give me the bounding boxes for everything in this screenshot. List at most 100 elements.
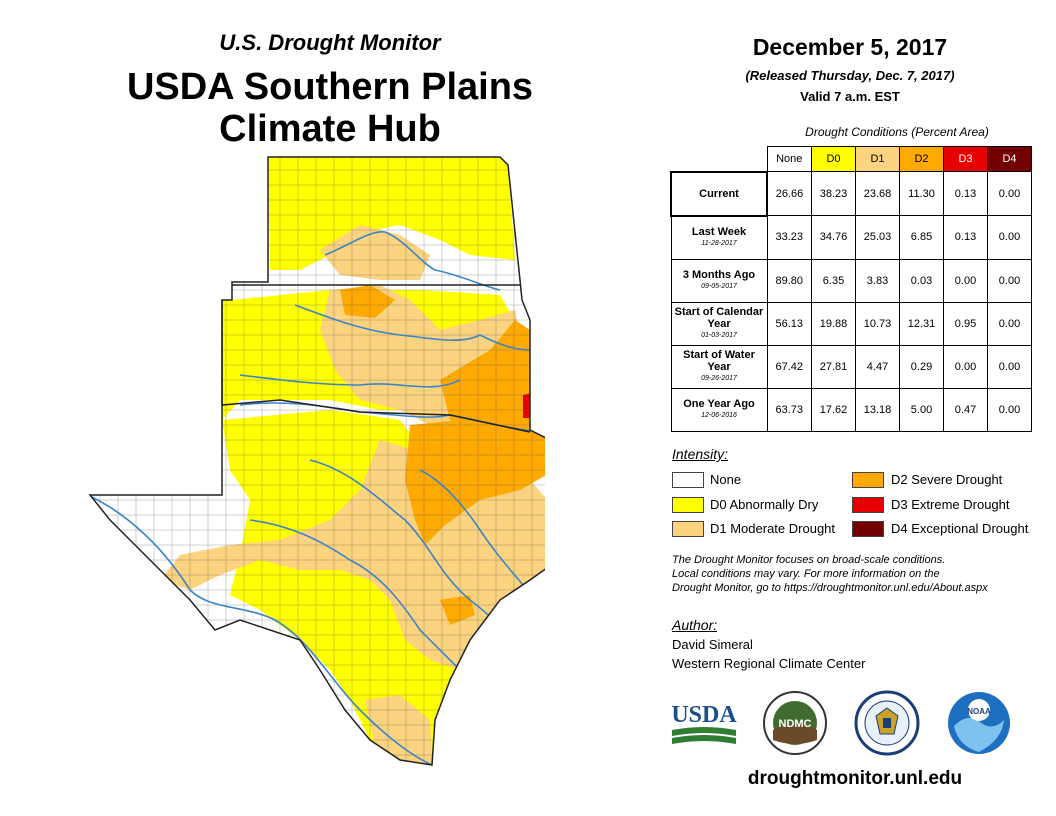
cell-value: 26.66	[766, 171, 812, 216]
cell-value: 0.00	[987, 171, 1032, 216]
author-org: Western Regional Climate Center	[672, 656, 866, 671]
legend-label-d3: D3 Extreme Drought	[891, 497, 1010, 512]
table-row-start-water-year: Start of Water Year 09-26-2017 67.42 27.8…	[670, 344, 1032, 389]
region-outline	[88, 156, 545, 766]
ndmc-logo-text: NDMC	[779, 718, 812, 730]
cell-value: 0.00	[987, 215, 1032, 260]
cell-value: 0.29	[899, 344, 944, 389]
cell-value: 0.13	[943, 171, 988, 216]
d2-zone-texas	[405, 420, 545, 545]
legend-swatch-d4	[852, 521, 884, 537]
river-rio-grande	[90, 494, 433, 765]
release-date: (Released Thursday, Dec. 7, 2017)	[745, 68, 955, 83]
legend-swatch-d2	[852, 472, 884, 488]
row-label: One Year Ago 12-06-2016	[670, 387, 768, 432]
author-name: David Simeral	[672, 637, 753, 652]
cell-value: 33.23	[766, 215, 812, 260]
legend-swatch-d0	[672, 497, 704, 513]
cell-value: 0.13	[943, 215, 988, 260]
legend-label-d2: D2 Severe Drought	[891, 472, 1003, 487]
row-label: Start of Water Year 09-26-2017	[670, 344, 768, 389]
cell-value: 10.73	[855, 301, 900, 346]
river-canadian	[239, 374, 461, 388]
website-link[interactable]: droughtmonitor.unl.edu	[747, 768, 963, 789]
drought-conditions-table: None D0 D1 D2 D3 D4 Current 26.66 38.23 …	[670, 146, 1032, 432]
col-d0: D0	[811, 146, 856, 172]
cell-value: 0.00	[987, 344, 1032, 389]
legend-label-d1: D1 Moderate Drought	[710, 521, 836, 536]
table-row-last-week: Last Week 11-28-2017 33.23 34.76 25.03 6.…	[670, 215, 1032, 260]
river-kansas	[324, 231, 501, 291]
col-d3: D3	[943, 146, 988, 172]
cell-value: 89.80	[766, 258, 812, 303]
col-d2: D2	[899, 146, 944, 172]
legend-label-d4: D4 Exceptional Drought	[891, 521, 1029, 536]
cell-value: 0.00	[987, 387, 1032, 432]
table-row-start-calendar-year: Start of Calendar Year 01-03-2017 56.13 1…	[670, 301, 1032, 346]
cell-value: 23.68	[855, 171, 900, 216]
title-line-1: USDA Southern Plains	[126, 66, 534, 108]
cell-value: 0.03	[899, 258, 944, 303]
ndmc-logo: NDMC	[763, 691, 827, 755]
row-label: Current	[670, 170, 768, 217]
cell-value: 25.03	[855, 215, 900, 260]
valid-time: Valid 7 a.m. EST	[800, 89, 900, 104]
river-colorado	[249, 519, 481, 691]
cell-value: 11.30	[899, 171, 944, 216]
col-none: None	[766, 146, 812, 172]
d2-zone-kansas	[340, 285, 395, 318]
noaa-logo-text: NOAA	[967, 707, 991, 716]
state-border-ok-tx	[221, 300, 531, 433]
table-row-3-months-ago: 3 Months Ago 09-05-2017 89.80 6.35 3.83 0…	[670, 258, 1032, 303]
table-row-current: Current 26.66 38.23 23.68 11.30 0.13 0.0…	[670, 170, 1032, 217]
cell-value: 34.76	[811, 215, 856, 260]
cell-value: 38.23	[811, 171, 856, 216]
cell-value: 17.62	[811, 387, 856, 432]
map-subtitle: U.S. Drought Monitor	[219, 30, 441, 55]
table-caption: Drought Conditions (Percent Area)	[805, 125, 989, 139]
usda-logo-text: USDA	[671, 702, 737, 728]
river-arkansas	[294, 304, 531, 351]
col-d4: D4	[987, 146, 1032, 172]
cell-value: 13.18	[855, 387, 900, 432]
d2-zone-oklahoma	[440, 320, 530, 430]
report-date: December 5, 2017	[752, 34, 948, 60]
cell-value: 19.88	[811, 301, 856, 346]
col-d1: D1	[855, 146, 900, 172]
cell-value: 0.00	[943, 258, 988, 303]
cell-value: 3.83	[855, 258, 900, 303]
cell-value: 63.73	[766, 387, 812, 432]
cell-value: 5.00	[899, 387, 944, 432]
table-row-one-year-ago: One Year Ago 12-06-2016 63.73 17.62 13.18…	[670, 387, 1032, 432]
d3-zone	[523, 393, 534, 418]
cell-value: 0.00	[943, 344, 988, 389]
cell-value: 0.95	[943, 301, 988, 346]
cell-value: 56.13	[766, 301, 812, 346]
commerce-seal	[854, 690, 920, 756]
drought-map	[88, 156, 545, 766]
cell-value: 6.35	[811, 258, 856, 303]
legend-swatch-none	[672, 472, 704, 488]
legend-label-d0: D0 Abnormally Dry	[710, 497, 819, 512]
row-label: Last Week 11-28-2017	[670, 215, 768, 260]
cell-value: 12.31	[899, 301, 944, 346]
d2-zone-central-texas	[440, 595, 475, 625]
legend-swatch-d3	[852, 497, 884, 513]
cell-value: 4.47	[855, 344, 900, 389]
legend-title: Intensity:	[672, 446, 729, 462]
row-label: 3 Months Ago 09-05-2017	[670, 258, 768, 303]
legend-label-none: None	[710, 472, 742, 487]
cell-value: 0.00	[987, 258, 1032, 303]
row-label: Start of Calendar Year 01-03-2017	[670, 301, 768, 346]
title-line-2: Climate Hub	[219, 108, 441, 150]
cell-value: 0.00	[987, 301, 1032, 346]
disclaimer-note: The Drought Monitor focuses on broad-sca…	[672, 554, 988, 594]
cell-value: 0.47	[943, 387, 988, 432]
table-header-row: None D0 D1 D2 D3 D4	[671, 146, 1032, 172]
cell-value: 6.85	[899, 215, 944, 260]
legend-swatch-d1	[672, 521, 704, 537]
cell-value: 67.42	[766, 344, 812, 389]
author-title: Author:	[672, 617, 718, 633]
d1-zone-kansas	[320, 225, 430, 280]
map-title: USDA Southern Plains Climate Hub	[60, 66, 600, 150]
